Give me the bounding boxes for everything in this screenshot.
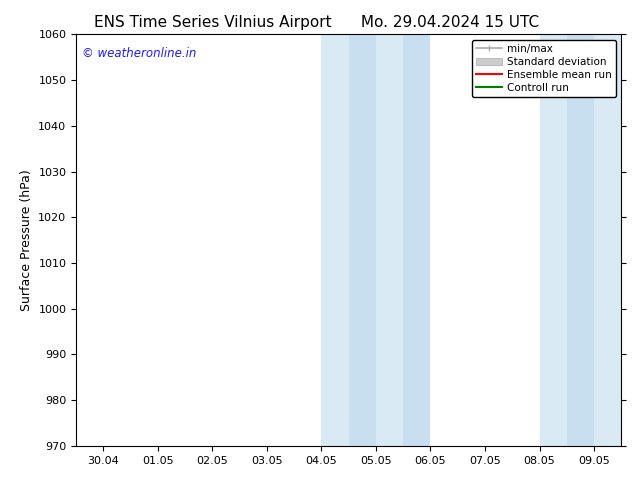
Bar: [540, 34, 567, 446]
Bar: [594, 34, 621, 446]
Bar: [403, 34, 430, 446]
Bar: [349, 34, 376, 446]
Bar: [621, 34, 634, 446]
Text: ENS Time Series Vilnius Airport      Mo. 29.04.2024 15 UTC: ENS Time Series Vilnius Airport Mo. 29.0…: [94, 15, 540, 30]
Bar: [321, 34, 349, 446]
Text: © weatheronline.in: © weatheronline.in: [82, 47, 196, 60]
Bar: [376, 34, 403, 446]
Y-axis label: Surface Pressure (hPa): Surface Pressure (hPa): [20, 169, 33, 311]
Legend: min/max, Standard deviation, Ensemble mean run, Controll run: min/max, Standard deviation, Ensemble me…: [472, 40, 616, 97]
Bar: [567, 34, 594, 446]
